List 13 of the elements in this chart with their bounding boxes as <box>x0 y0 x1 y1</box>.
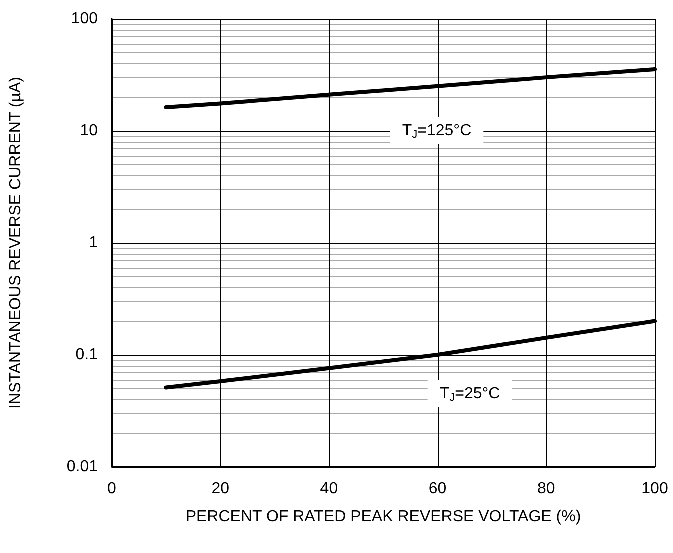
y-tick-label: 100 <box>71 10 98 28</box>
y-tick-label: 10 <box>80 122 98 140</box>
y-tick-label: 0.01 <box>66 458 98 476</box>
y-tick-label: 1 <box>89 234 98 252</box>
y-tick-label: 0.1 <box>76 346 98 364</box>
x-tick-label: 100 <box>642 480 668 498</box>
x-tick-label: 20 <box>212 480 230 498</box>
x-tick-label: 40 <box>320 480 338 498</box>
x-tick-label: 60 <box>428 480 447 498</box>
x-axis-title: PERCENT OF RATED PEAK REVERSE VOLTAGE (%) <box>186 508 582 526</box>
x-tick-label: 0 <box>108 480 117 498</box>
y-axis-title: INSTANTANEOUS REVERSE CURRENT (µA) <box>8 77 24 409</box>
x-tick-label: 80 <box>538 480 556 498</box>
